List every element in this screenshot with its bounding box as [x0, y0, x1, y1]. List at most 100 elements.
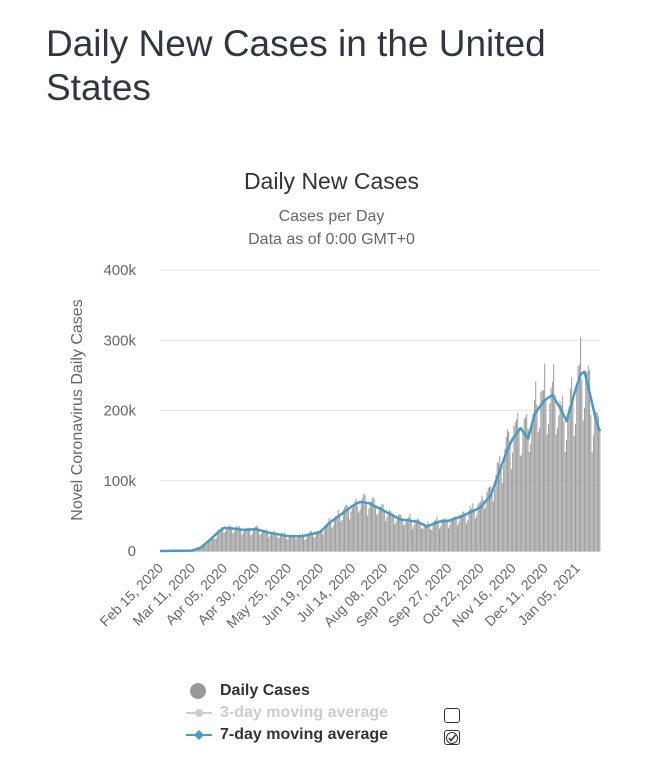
- bar: [503, 465, 505, 551]
- bar: [358, 512, 360, 551]
- bar: [233, 531, 235, 551]
- bar: [533, 400, 535, 551]
- bar: [281, 532, 283, 551]
- bar: [297, 535, 299, 551]
- bar: [336, 515, 338, 551]
- bar: [535, 381, 537, 551]
- bar: [424, 524, 426, 551]
- bar: [270, 532, 272, 551]
- bar: [385, 521, 387, 551]
- bar: [296, 538, 298, 551]
- bar: [421, 528, 423, 551]
- bar: [551, 381, 553, 551]
- bar: [276, 534, 278, 551]
- bar: [247, 527, 249, 551]
- circle-marker-icon: [190, 683, 206, 699]
- bar: [524, 416, 526, 551]
- bar: [544, 363, 546, 551]
- bar: [278, 537, 280, 551]
- bar: [292, 535, 294, 551]
- bar: [582, 420, 584, 551]
- bar: [559, 401, 561, 551]
- bar: [268, 536, 270, 551]
- bar: [312, 534, 313, 551]
- bar: [555, 434, 557, 551]
- bar: [454, 515, 456, 551]
- bar: [471, 508, 473, 551]
- y-tick-label: 300k: [103, 332, 136, 349]
- bar: [423, 526, 425, 551]
- bar: [574, 423, 576, 551]
- bar: [500, 465, 502, 551]
- bar: [587, 365, 589, 551]
- bar: [231, 529, 233, 551]
- bar: [545, 399, 547, 551]
- bar: [531, 425, 533, 551]
- bar: [229, 525, 231, 551]
- bar: [213, 538, 215, 551]
- legend-item-7-day-average[interactable]: 7-day moving average: [186, 724, 486, 746]
- checkbox-7-day-average[interactable]: [444, 730, 460, 745]
- legend-item-3-day-average[interactable]: 3-day moving average: [186, 702, 486, 724]
- bar: [537, 432, 539, 551]
- bar: [274, 532, 276, 551]
- bar: [406, 518, 408, 551]
- bar: [374, 507, 376, 551]
- bar: [507, 429, 508, 551]
- bar: [578, 364, 580, 551]
- bar: [320, 531, 322, 551]
- bar: [426, 524, 428, 551]
- bar: [456, 525, 458, 551]
- bar: [251, 533, 253, 551]
- bar: [549, 403, 551, 551]
- bar: [259, 534, 261, 551]
- bar: [439, 528, 440, 551]
- bar: [522, 432, 524, 551]
- bar: [202, 544, 204, 551]
- bar: [208, 542, 210, 551]
- bar: [204, 544, 206, 551]
- bar: [571, 377, 573, 551]
- legend-item-daily-cases[interactable]: Daily Cases: [186, 680, 486, 702]
- bar: [417, 518, 419, 551]
- bar: [214, 538, 216, 551]
- bar: [463, 511, 465, 551]
- bar: [354, 501, 356, 551]
- bar: [222, 529, 224, 551]
- bar: [272, 532, 274, 551]
- bar: [414, 522, 416, 551]
- bar: [226, 528, 228, 551]
- bar: [362, 498, 364, 551]
- bar: [598, 416, 600, 551]
- legend-label: 7-day moving average: [220, 726, 389, 743]
- bar: [392, 514, 394, 551]
- bar: [595, 411, 597, 551]
- chart-title: Daily New Cases: [243, 168, 420, 194]
- bar: [472, 503, 474, 551]
- y-tick-label: 200k: [103, 403, 136, 420]
- bar: [346, 505, 348, 551]
- bar: [491, 490, 493, 551]
- bar: [300, 535, 302, 551]
- bar: [526, 413, 528, 551]
- bar: [347, 509, 349, 551]
- bar: [359, 509, 361, 551]
- chart-subtitle-date: Data as of 0:00 GMT+0: [248, 231, 415, 248]
- bar: [432, 521, 434, 551]
- bar: [378, 508, 380, 551]
- bar: [369, 501, 371, 551]
- bar: [445, 518, 447, 551]
- bar: [505, 436, 507, 551]
- line-dot-marker-icon: [186, 709, 212, 717]
- bar: [356, 506, 358, 551]
- bar: [541, 390, 543, 551]
- bar: [319, 529, 321, 551]
- bar: [342, 509, 344, 551]
- checkbox-3-day-average[interactable]: [444, 708, 460, 723]
- bar: [483, 508, 485, 551]
- bar: [566, 440, 567, 551]
- bar: [333, 518, 335, 551]
- bar: [322, 534, 324, 551]
